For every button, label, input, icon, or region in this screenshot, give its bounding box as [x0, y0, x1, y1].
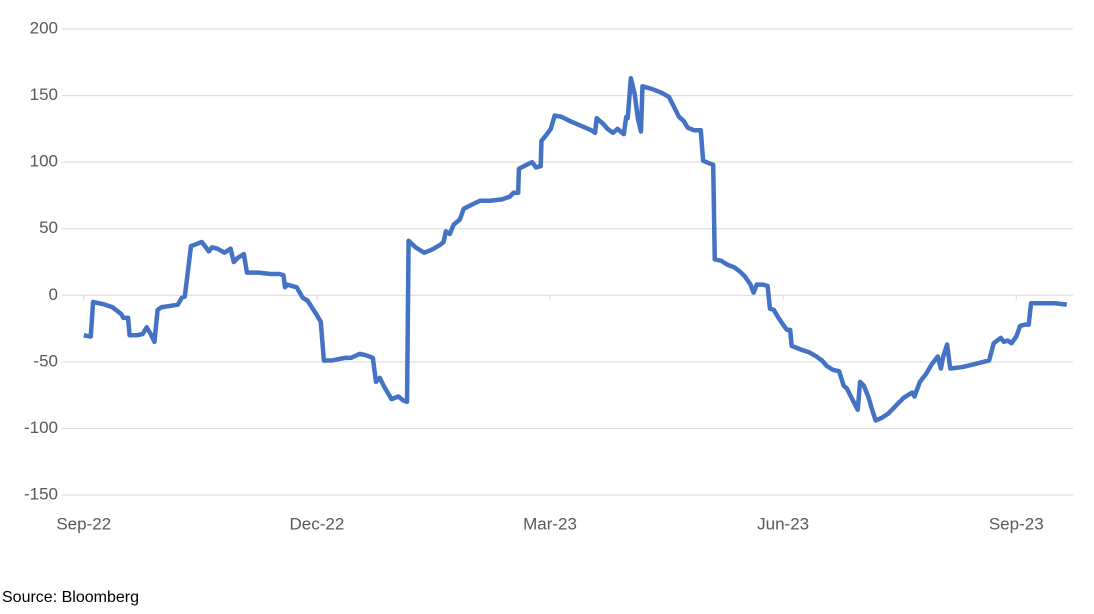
line-series — [83, 76, 1068, 423]
y-tick-label: -150 — [24, 484, 58, 503]
x-tick-label: Jun-23 — [757, 514, 809, 533]
x-tick-label: Sep-23 — [989, 514, 1044, 533]
y-tick-label: 100 — [30, 152, 58, 171]
y-tick-label: 200 — [30, 18, 58, 37]
y-tick-label: -50 — [33, 351, 58, 370]
y-tick-label: -100 — [24, 418, 58, 437]
x-tick-label: Dec-22 — [289, 514, 344, 533]
x-tick-label: Sep-22 — [56, 514, 111, 533]
y-tick-label: 0 — [49, 285, 58, 304]
y-tick-label: 150 — [30, 85, 58, 104]
y-tick-label: 50 — [39, 218, 58, 237]
x-tick-label: Mar-23 — [523, 514, 577, 533]
source-note: Source: Bloomberg — [2, 589, 139, 606]
